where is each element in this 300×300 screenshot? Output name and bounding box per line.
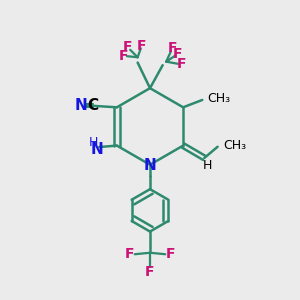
Text: CH₃: CH₃ [223, 139, 246, 152]
Text: F: F [166, 247, 175, 261]
Text: F: F [123, 40, 133, 55]
Text: F: F [119, 49, 128, 63]
Text: N: N [75, 98, 87, 113]
Text: N: N [144, 158, 156, 173]
Text: F: F [137, 38, 147, 52]
Text: C: C [87, 98, 98, 113]
Text: F: F [173, 47, 183, 61]
Text: N: N [91, 142, 103, 158]
Text: F: F [124, 247, 134, 261]
Text: CH₃: CH₃ [208, 92, 231, 105]
Text: H: H [88, 136, 98, 148]
Text: F: F [145, 265, 155, 279]
Text: F: F [168, 41, 177, 55]
Text: F: F [177, 58, 186, 71]
Text: H: H [202, 159, 212, 172]
